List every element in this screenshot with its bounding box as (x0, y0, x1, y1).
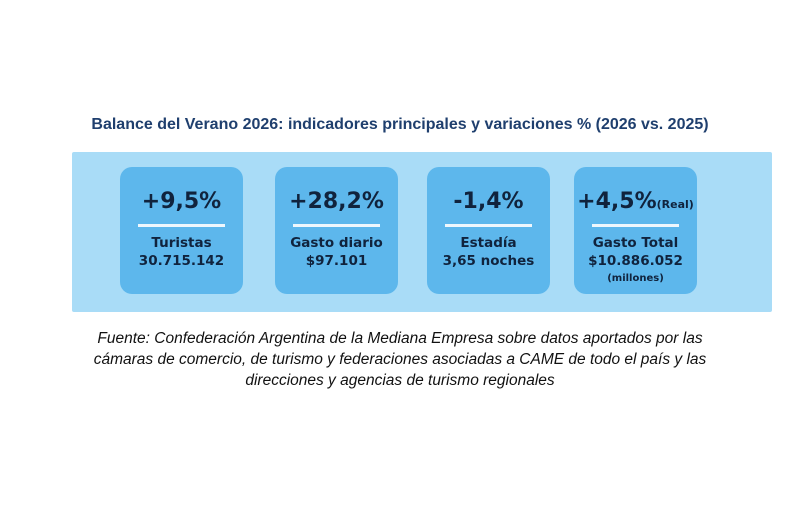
card-divider (592, 224, 679, 227)
card-divider (293, 224, 380, 227)
card-divider (445, 224, 532, 227)
card-divider (138, 224, 225, 227)
indicator-variation-value: +28,2% (289, 189, 384, 214)
indicator-card-gasto-total: +4,5%(Real) Gasto Total $10.886.052 (mil… (574, 167, 697, 294)
source-note: Fuente: Confederación Argentina de la Me… (0, 328, 800, 391)
indicator-label: Gasto Total (592, 235, 679, 251)
source-line: Fuente: Confederación Argentina de la Me… (97, 330, 703, 347)
indicator-card-turistas: +9,5% Turistas 30.715.142 (120, 167, 243, 294)
indicator-variation-value: -1,4% (453, 189, 524, 214)
indicator-amount: $10.886.052 (588, 253, 683, 269)
indicator-variation: +28,2% (275, 189, 398, 215)
indicator-variation-value: +9,5% (141, 189, 222, 214)
source-line: direcciones y agencias de turismo region… (245, 372, 555, 389)
indicator-amount: $97.101 (305, 253, 368, 269)
indicator-amount: 3,65 noches (442, 253, 535, 269)
indicator-variation: +4,5%(Real) (574, 189, 697, 218)
indicator-card-gasto-diario: +28,2% Gasto diario $97.101 (275, 167, 398, 294)
indicators-panel: +9,5% Turistas 30.715.142 +28,2% Gasto d… (72, 152, 772, 312)
indicator-label: Estadía (460, 235, 517, 251)
indicator-label: Turistas (151, 235, 212, 251)
indicator-label: Gasto diario (290, 235, 383, 251)
indicator-amount: 30.715.142 (138, 253, 225, 269)
indicator-variation: +9,5% (120, 189, 243, 215)
indicator-card-estadia: -1,4% Estadía 3,65 noches (427, 167, 550, 294)
indicator-variation: -1,4% (427, 189, 550, 215)
source-line: cámaras de comercio, de turismo y federa… (93, 351, 707, 368)
indicator-variation-suffix: (Real) (656, 198, 694, 211)
indicator-unit-note: (millones) (607, 273, 664, 284)
indicator-variation-value: +4,5% (577, 189, 657, 214)
infographic-title: Balance del Verano 2026: indicadores pri… (91, 116, 709, 133)
